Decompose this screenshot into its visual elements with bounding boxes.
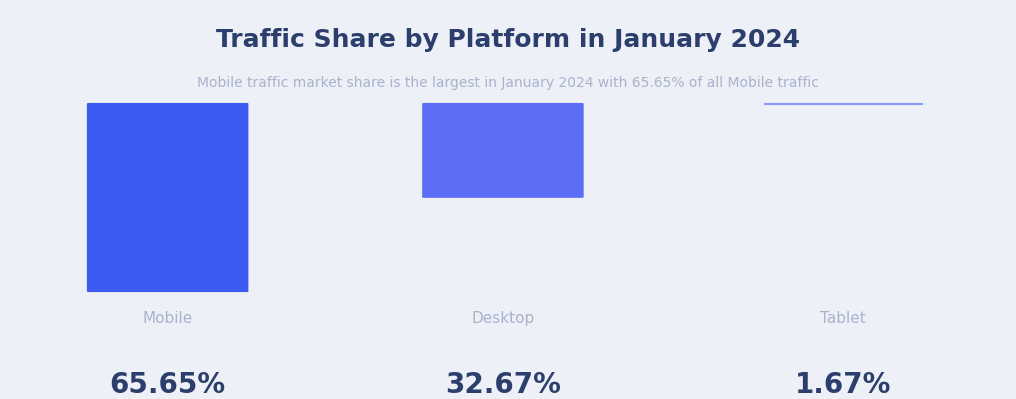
Text: Mobile traffic market share is the largest in January 2024 with 65.65% of all Mo: Mobile traffic market share is the large… [197, 76, 819, 90]
FancyBboxPatch shape [87, 103, 248, 292]
Text: 65.65%: 65.65% [110, 371, 226, 399]
Text: Desktop: Desktop [471, 311, 534, 326]
Text: Tablet: Tablet [820, 311, 867, 326]
Text: 32.67%: 32.67% [445, 371, 561, 399]
FancyBboxPatch shape [423, 103, 583, 198]
Text: Mobile: Mobile [142, 311, 193, 326]
Text: Traffic Share by Platform in January 2024: Traffic Share by Platform in January 202… [216, 28, 800, 52]
Text: 1.67%: 1.67% [796, 371, 891, 399]
